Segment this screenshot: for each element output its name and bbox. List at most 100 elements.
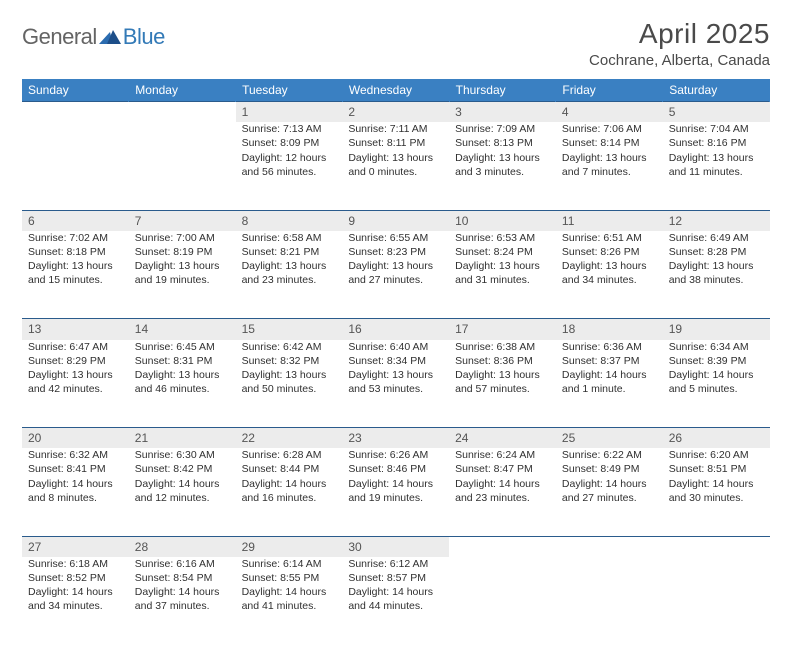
day-line-ss: Sunset: 8:55 PM xyxy=(242,571,337,585)
day-number-cell: 17 xyxy=(449,319,556,340)
day-content-cell: Sunrise: 6:49 AMSunset: 8:28 PMDaylight:… xyxy=(663,231,770,319)
day-content-cell: Sunrise: 6:53 AMSunset: 8:24 PMDaylight:… xyxy=(449,231,556,319)
day-line-d2: and 3 minutes. xyxy=(455,165,550,179)
day-line-d1: Daylight: 13 hours xyxy=(455,259,550,273)
day-line-sr: Sunrise: 6:38 AM xyxy=(455,340,550,354)
day-line-d2: and 42 minutes. xyxy=(28,382,123,396)
day-line-sr: Sunrise: 6:36 AM xyxy=(562,340,657,354)
day-line-d2: and 23 minutes. xyxy=(242,273,337,287)
day-line-ss: Sunset: 8:21 PM xyxy=(242,245,337,259)
day-number-cell: 13 xyxy=(22,319,129,340)
day-line-d2: and 41 minutes. xyxy=(242,599,337,613)
day-line-d1: Daylight: 14 hours xyxy=(242,585,337,599)
day-line-ss: Sunset: 8:28 PM xyxy=(669,245,764,259)
day-number-cell: 11 xyxy=(556,210,663,231)
day-number-cell: 2 xyxy=(342,102,449,123)
day-content-cell: Sunrise: 6:16 AMSunset: 8:54 PMDaylight:… xyxy=(129,557,236,645)
day-line-d1: Daylight: 13 hours xyxy=(348,368,443,382)
day-number-cell: 18 xyxy=(556,319,663,340)
day-line-d2: and 1 minute. xyxy=(562,382,657,396)
day-line-d1: Daylight: 13 hours xyxy=(28,368,123,382)
day-line-d1: Daylight: 13 hours xyxy=(242,259,337,273)
day-content-row: Sunrise: 7:13 AMSunset: 8:09 PMDaylight:… xyxy=(22,122,770,210)
day-line-sr: Sunrise: 7:00 AM xyxy=(135,231,230,245)
day-line-sr: Sunrise: 7:02 AM xyxy=(28,231,123,245)
day-line-d1: Daylight: 13 hours xyxy=(348,151,443,165)
day-line-d1: Daylight: 14 hours xyxy=(562,477,657,491)
day-line-sr: Sunrise: 6:53 AM xyxy=(455,231,550,245)
day-line-ss: Sunset: 8:18 PM xyxy=(28,245,123,259)
weekday-header: Thursday xyxy=(449,79,556,102)
logo-text-1: General xyxy=(22,24,97,50)
title-block: April 2025 Cochrane, Alberta, Canada xyxy=(589,18,770,69)
day-line-d2: and 50 minutes. xyxy=(242,382,337,396)
day-line-d2: and 30 minutes. xyxy=(669,491,764,505)
day-number-cell: 30 xyxy=(342,536,449,557)
day-line-ss: Sunset: 8:39 PM xyxy=(669,354,764,368)
logo: General Blue xyxy=(22,24,165,50)
day-line-d1: Daylight: 13 hours xyxy=(455,368,550,382)
day-line-ss: Sunset: 8:23 PM xyxy=(348,245,443,259)
day-content-row: Sunrise: 6:32 AMSunset: 8:41 PMDaylight:… xyxy=(22,448,770,536)
weekday-header: Saturday xyxy=(663,79,770,102)
day-number-cell: 16 xyxy=(342,319,449,340)
day-number-row: 27282930 xyxy=(22,536,770,557)
day-number-cell: 3 xyxy=(449,102,556,123)
day-number-cell: 6 xyxy=(22,210,129,231)
day-number-cell: 12 xyxy=(663,210,770,231)
day-number-cell: 22 xyxy=(236,428,343,449)
day-content-cell: Sunrise: 6:12 AMSunset: 8:57 PMDaylight:… xyxy=(342,557,449,645)
day-line-d1: Daylight: 14 hours xyxy=(562,368,657,382)
day-line-d2: and 31 minutes. xyxy=(455,273,550,287)
day-line-ss: Sunset: 8:24 PM xyxy=(455,245,550,259)
day-content-cell: Sunrise: 7:04 AMSunset: 8:16 PMDaylight:… xyxy=(663,122,770,210)
day-number-row: 13141516171819 xyxy=(22,319,770,340)
day-content-cell: Sunrise: 6:14 AMSunset: 8:55 PMDaylight:… xyxy=(236,557,343,645)
day-line-d2: and 34 minutes. xyxy=(28,599,123,613)
day-number-cell: 23 xyxy=(342,428,449,449)
day-line-d1: Daylight: 13 hours xyxy=(455,151,550,165)
logo-triangle-icon xyxy=(99,30,121,44)
day-line-ss: Sunset: 8:14 PM xyxy=(562,136,657,150)
day-content-cell: Sunrise: 7:13 AMSunset: 8:09 PMDaylight:… xyxy=(236,122,343,210)
day-line-ss: Sunset: 8:46 PM xyxy=(348,462,443,476)
day-line-sr: Sunrise: 6:30 AM xyxy=(135,448,230,462)
day-content-cell: Sunrise: 6:28 AMSunset: 8:44 PMDaylight:… xyxy=(236,448,343,536)
title-location: Cochrane, Alberta, Canada xyxy=(589,52,770,69)
day-line-d2: and 27 minutes. xyxy=(348,273,443,287)
day-line-sr: Sunrise: 6:22 AM xyxy=(562,448,657,462)
day-line-d1: Daylight: 13 hours xyxy=(135,368,230,382)
day-content-cell: Sunrise: 6:55 AMSunset: 8:23 PMDaylight:… xyxy=(342,231,449,319)
weekday-header: Sunday xyxy=(22,79,129,102)
day-line-d1: Daylight: 12 hours xyxy=(242,151,337,165)
day-content-cell xyxy=(129,122,236,210)
day-line-sr: Sunrise: 6:49 AM xyxy=(669,231,764,245)
day-line-d1: Daylight: 13 hours xyxy=(348,259,443,273)
day-line-d2: and 19 minutes. xyxy=(348,491,443,505)
day-number-cell xyxy=(556,536,663,557)
day-number-cell xyxy=(22,102,129,123)
day-content-cell xyxy=(449,557,556,645)
weekday-header: Monday xyxy=(129,79,236,102)
day-content-cell: Sunrise: 6:36 AMSunset: 8:37 PMDaylight:… xyxy=(556,340,663,428)
day-number-row: 6789101112 xyxy=(22,210,770,231)
day-number-cell: 29 xyxy=(236,536,343,557)
day-line-ss: Sunset: 8:49 PM xyxy=(562,462,657,476)
day-number-cell: 25 xyxy=(556,428,663,449)
day-line-ss: Sunset: 8:37 PM xyxy=(562,354,657,368)
day-line-ss: Sunset: 8:54 PM xyxy=(135,571,230,585)
day-content-cell: Sunrise: 6:20 AMSunset: 8:51 PMDaylight:… xyxy=(663,448,770,536)
day-line-sr: Sunrise: 6:45 AM xyxy=(135,340,230,354)
day-line-sr: Sunrise: 6:20 AM xyxy=(669,448,764,462)
day-line-ss: Sunset: 8:09 PM xyxy=(242,136,337,150)
day-number-cell xyxy=(129,102,236,123)
day-number-cell xyxy=(663,536,770,557)
day-line-ss: Sunset: 8:29 PM xyxy=(28,354,123,368)
day-line-sr: Sunrise: 6:16 AM xyxy=(135,557,230,571)
day-line-sr: Sunrise: 6:34 AM xyxy=(669,340,764,354)
day-line-ss: Sunset: 8:34 PM xyxy=(348,354,443,368)
day-line-sr: Sunrise: 7:11 AM xyxy=(348,122,443,136)
day-line-d1: Daylight: 14 hours xyxy=(28,477,123,491)
day-line-d2: and 8 minutes. xyxy=(28,491,123,505)
day-content-cell: Sunrise: 7:09 AMSunset: 8:13 PMDaylight:… xyxy=(449,122,556,210)
